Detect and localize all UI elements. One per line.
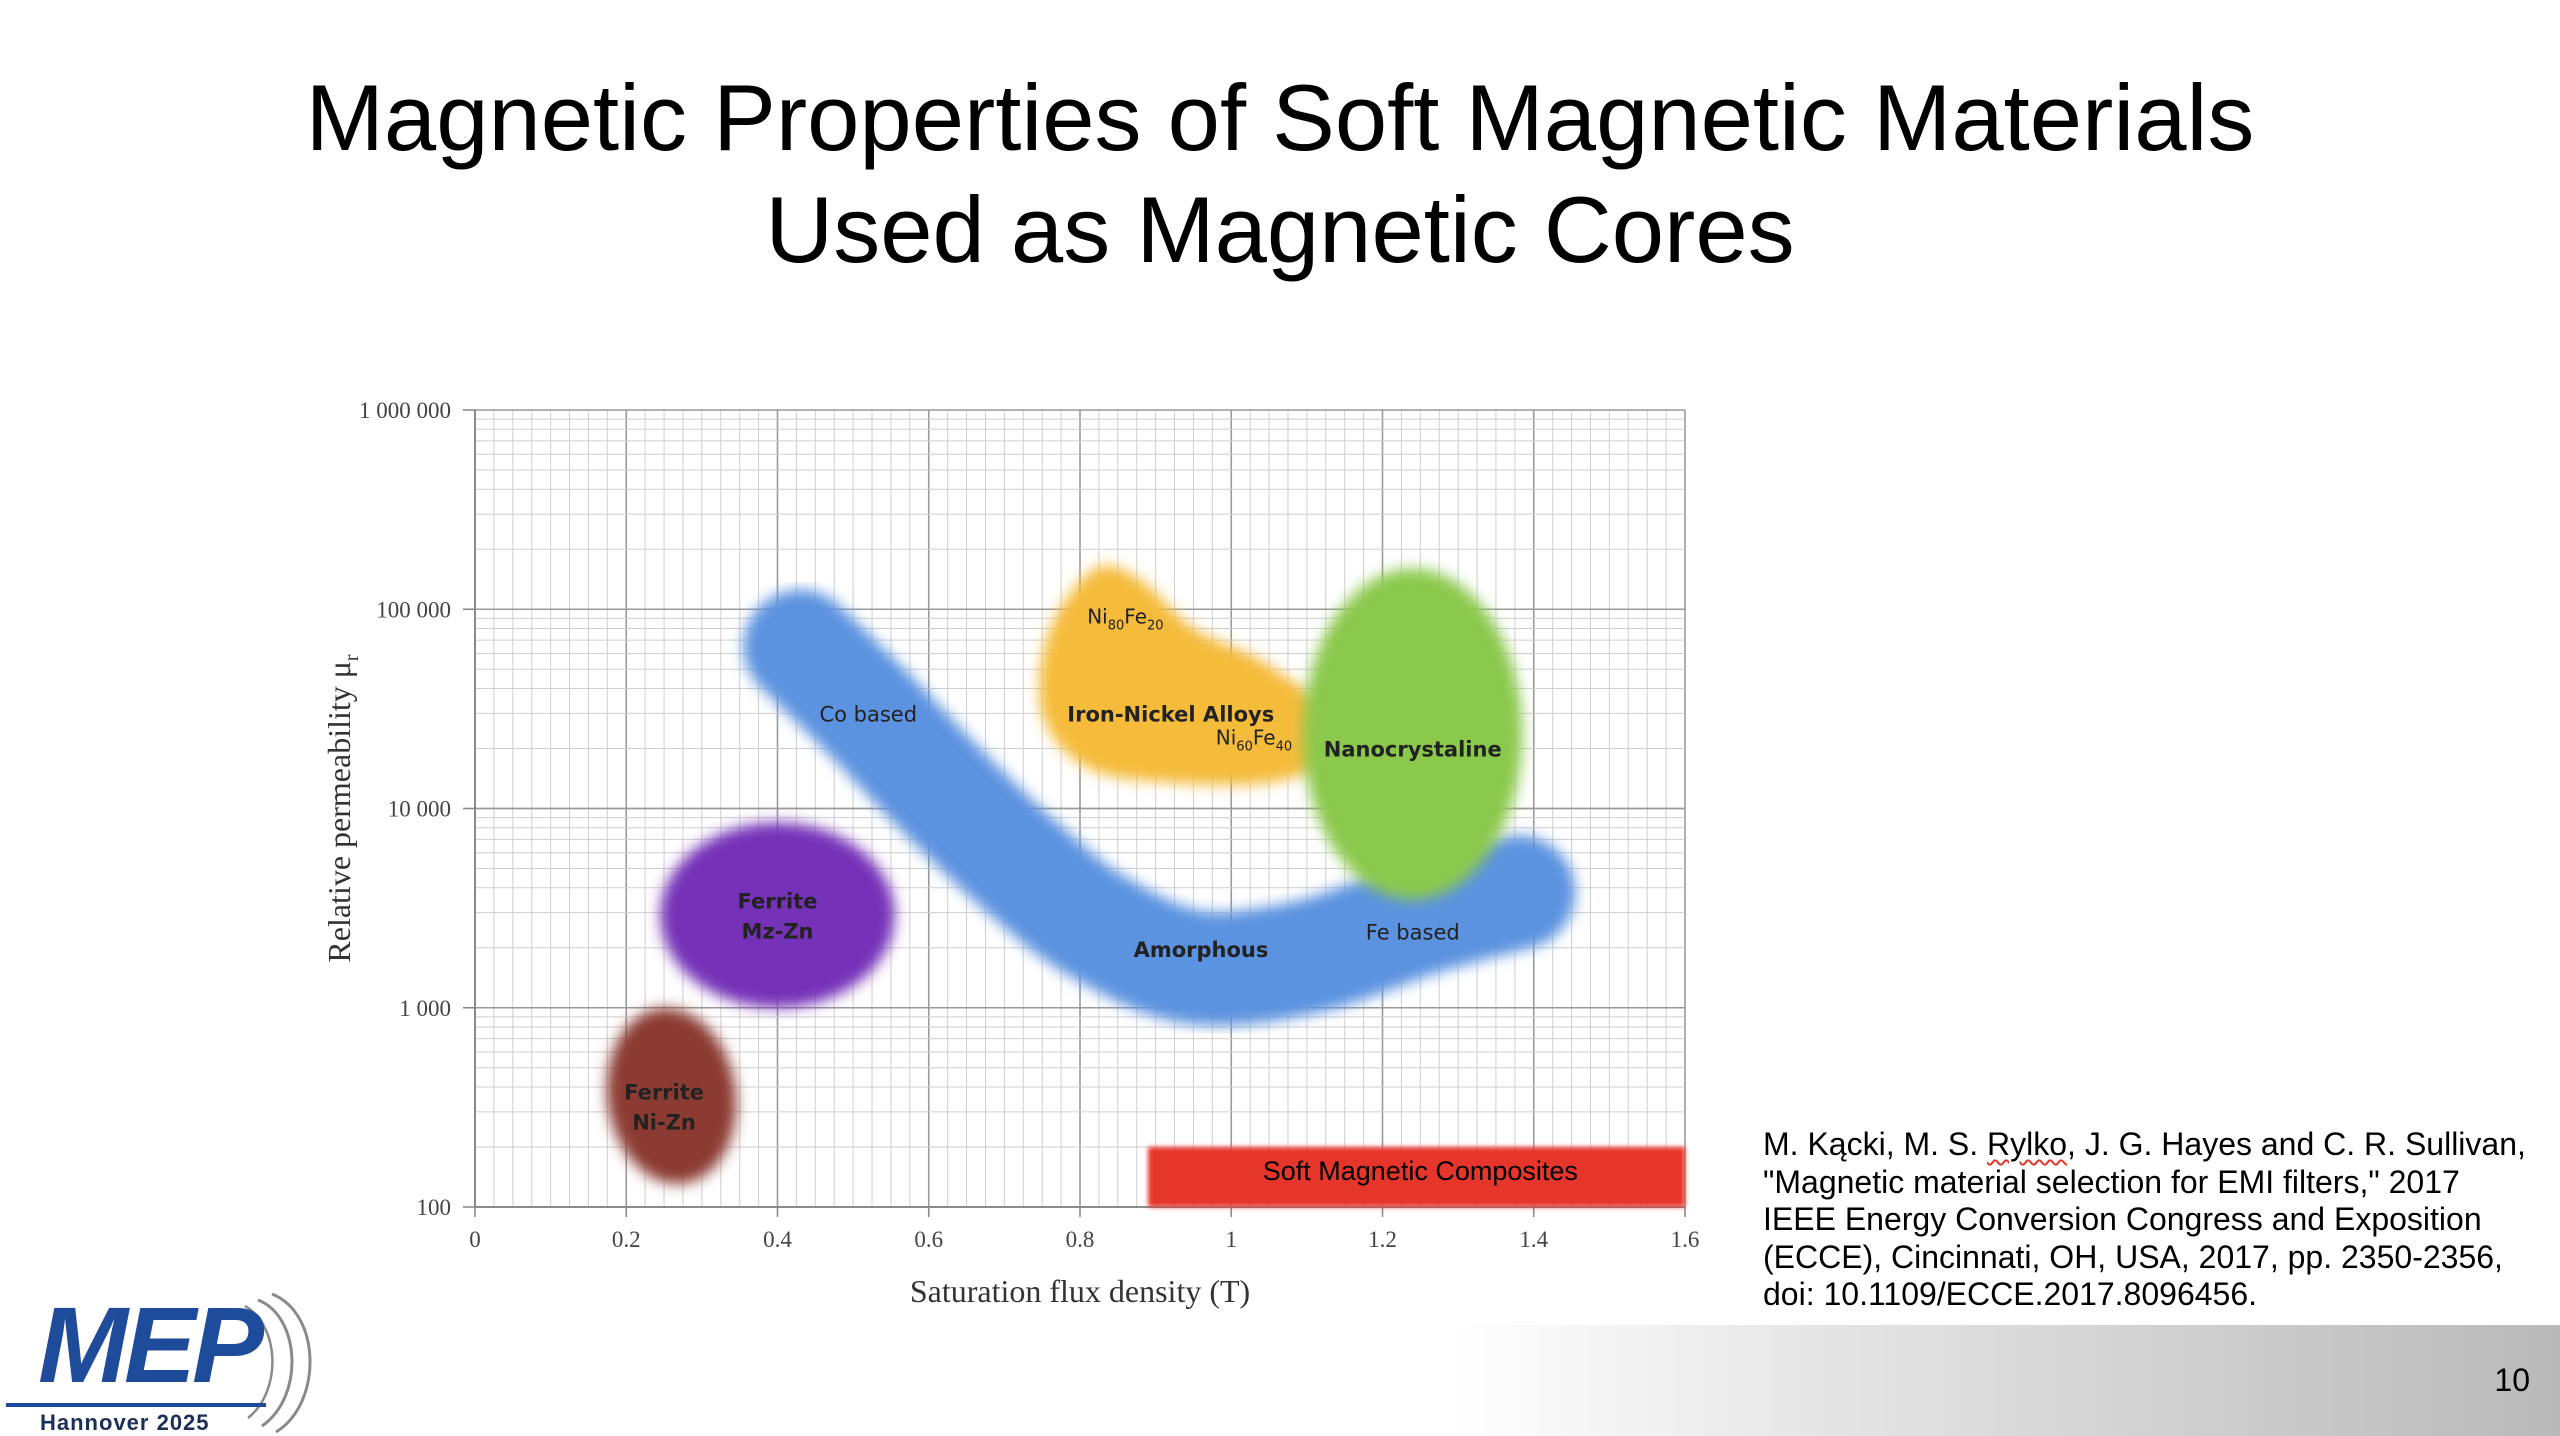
x-axis-label: Saturation flux density (T) [910,1273,1250,1309]
x-tick-label: 1.2 [1368,1227,1397,1252]
annotation-ni60fe40: Ni60Fe40 [1216,725,1292,754]
x-tick-label: 1.6 [1671,1227,1700,1252]
citation-line-5: doi: 10.1109/ECCE.2017.8096456. [1763,1276,2258,1312]
region-label-ferrite-mz-zn: Mz-Zn [741,920,813,944]
slide-title-line-1: Magnetic Properties of Soft Magnetic Mat… [305,65,2255,170]
y-axis-label: Relative permeability μr [321,654,363,963]
chart-region-labels: Ferrite Ni-Zn Ferrite Mz-Zn Co based Iron-Nic… [624,604,1578,1186]
logo-arcs-icon [244,1292,312,1434]
region-ferrite-mz-zn [660,822,895,1008]
mep-logo: MEP Hannover 2025 [0,1286,330,1436]
x-tick-label: 1.4 [1519,1227,1548,1252]
citation-line-4: (ECCE), Cincinnati, OH, USA, 2017, pp. 2… [1763,1238,2503,1275]
footer-gradient-band [1450,1325,2560,1436]
citation: M. Kącki, M. S. Rylko, J. G. Hayes and C… [1763,1126,2543,1314]
region-label-soft-magnetic-composites: Soft Magnetic Composites [1263,1156,1578,1186]
citation-authors-start: M. Kącki, M. S. [1763,1126,1988,1162]
slide-title-line-2: Used as Magnetic Cores [765,177,1795,282]
chart-tick-labels: 0 0.2 0.4 0.6 0.8 1 1.2 1.4 1.6 100 1 000 10 000 100… [359,398,1699,1252]
region-label-nanocrystaline: Nanocrystaline [1324,738,1502,762]
y-axis-label-text: Relative permeability μr [321,654,363,963]
logo-subtitle: Hannover 2025 [40,1410,210,1435]
chart-regions [606,565,1685,1207]
logo-mep-text: MEP [38,1284,264,1405]
x-tick-label: 0.8 [1066,1227,1095,1252]
x-tick-label: 0.4 [763,1227,792,1252]
y-tick-label: 100 000 [376,597,451,622]
region-soft-magnetic-composites [1148,1147,1685,1207]
y-tick-label: 10 000 [388,797,451,822]
citation-line-3: IEEE Energy Conversion Congress and Expo… [1763,1201,2482,1237]
y-tick-label: 1 000 [399,996,451,1021]
permeability-chart: Ferrite Ni-Zn Ferrite Mz-Zn Co based Iron-Nic… [300,385,1750,1335]
annotation-amorphous: Amorphous [1134,938,1269,962]
annotation-fe-based: Fe based [1366,921,1460,945]
y-tick-label: 100 [417,1195,452,1220]
region-label-ferrite-ni-zn: Ferrite [624,1080,704,1104]
x-tick-label: 1 [1226,1227,1238,1252]
page-number: 10 [2494,1362,2530,1398]
annotation-ni80fe20: Ni80Fe20 [1087,604,1163,633]
region-label-iron-nickel-alloys: Iron-Nickel Alloys [1067,702,1274,726]
region-label-ferrite-mz-zn: Ferrite [738,890,818,914]
chart-svg: Ferrite Ni-Zn Ferrite Mz-Zn Co based Iron-Nic… [321,398,1699,1309]
citation-line-1: M. Kącki, M. S. Rylko, J. G. Hayes and C… [1763,1126,2543,1164]
slide-title: Magnetic Properties of Soft Magnetic Mat… [0,62,2560,286]
region-co-based-amorphous-fe-based [743,589,1576,1026]
x-tick-label: 0 [469,1227,481,1252]
region-ferrite-ni-zn [606,1008,737,1184]
y-tick-label: 1 000 000 [359,398,451,423]
x-tick-label: 0.6 [914,1227,943,1252]
region-label-co-based-amorphous-fe-based: Co based [819,702,917,726]
citation-authors-end: , J. G. Hayes and C. R. Sullivan, [2067,1126,2526,1162]
region-label-ferrite-ni-zn: Ni-Zn [632,1110,696,1134]
region-nanocrystaline [1303,568,1523,900]
citation-line-2: "Magnetic material selection for EMI fil… [1763,1163,2460,1200]
region-iron-nickel-alloys [1039,565,1335,786]
citation-author-rylko: Rylko [1987,1126,2068,1162]
logo-underline [6,1403,266,1407]
x-tick-label: 0.2 [612,1227,641,1252]
